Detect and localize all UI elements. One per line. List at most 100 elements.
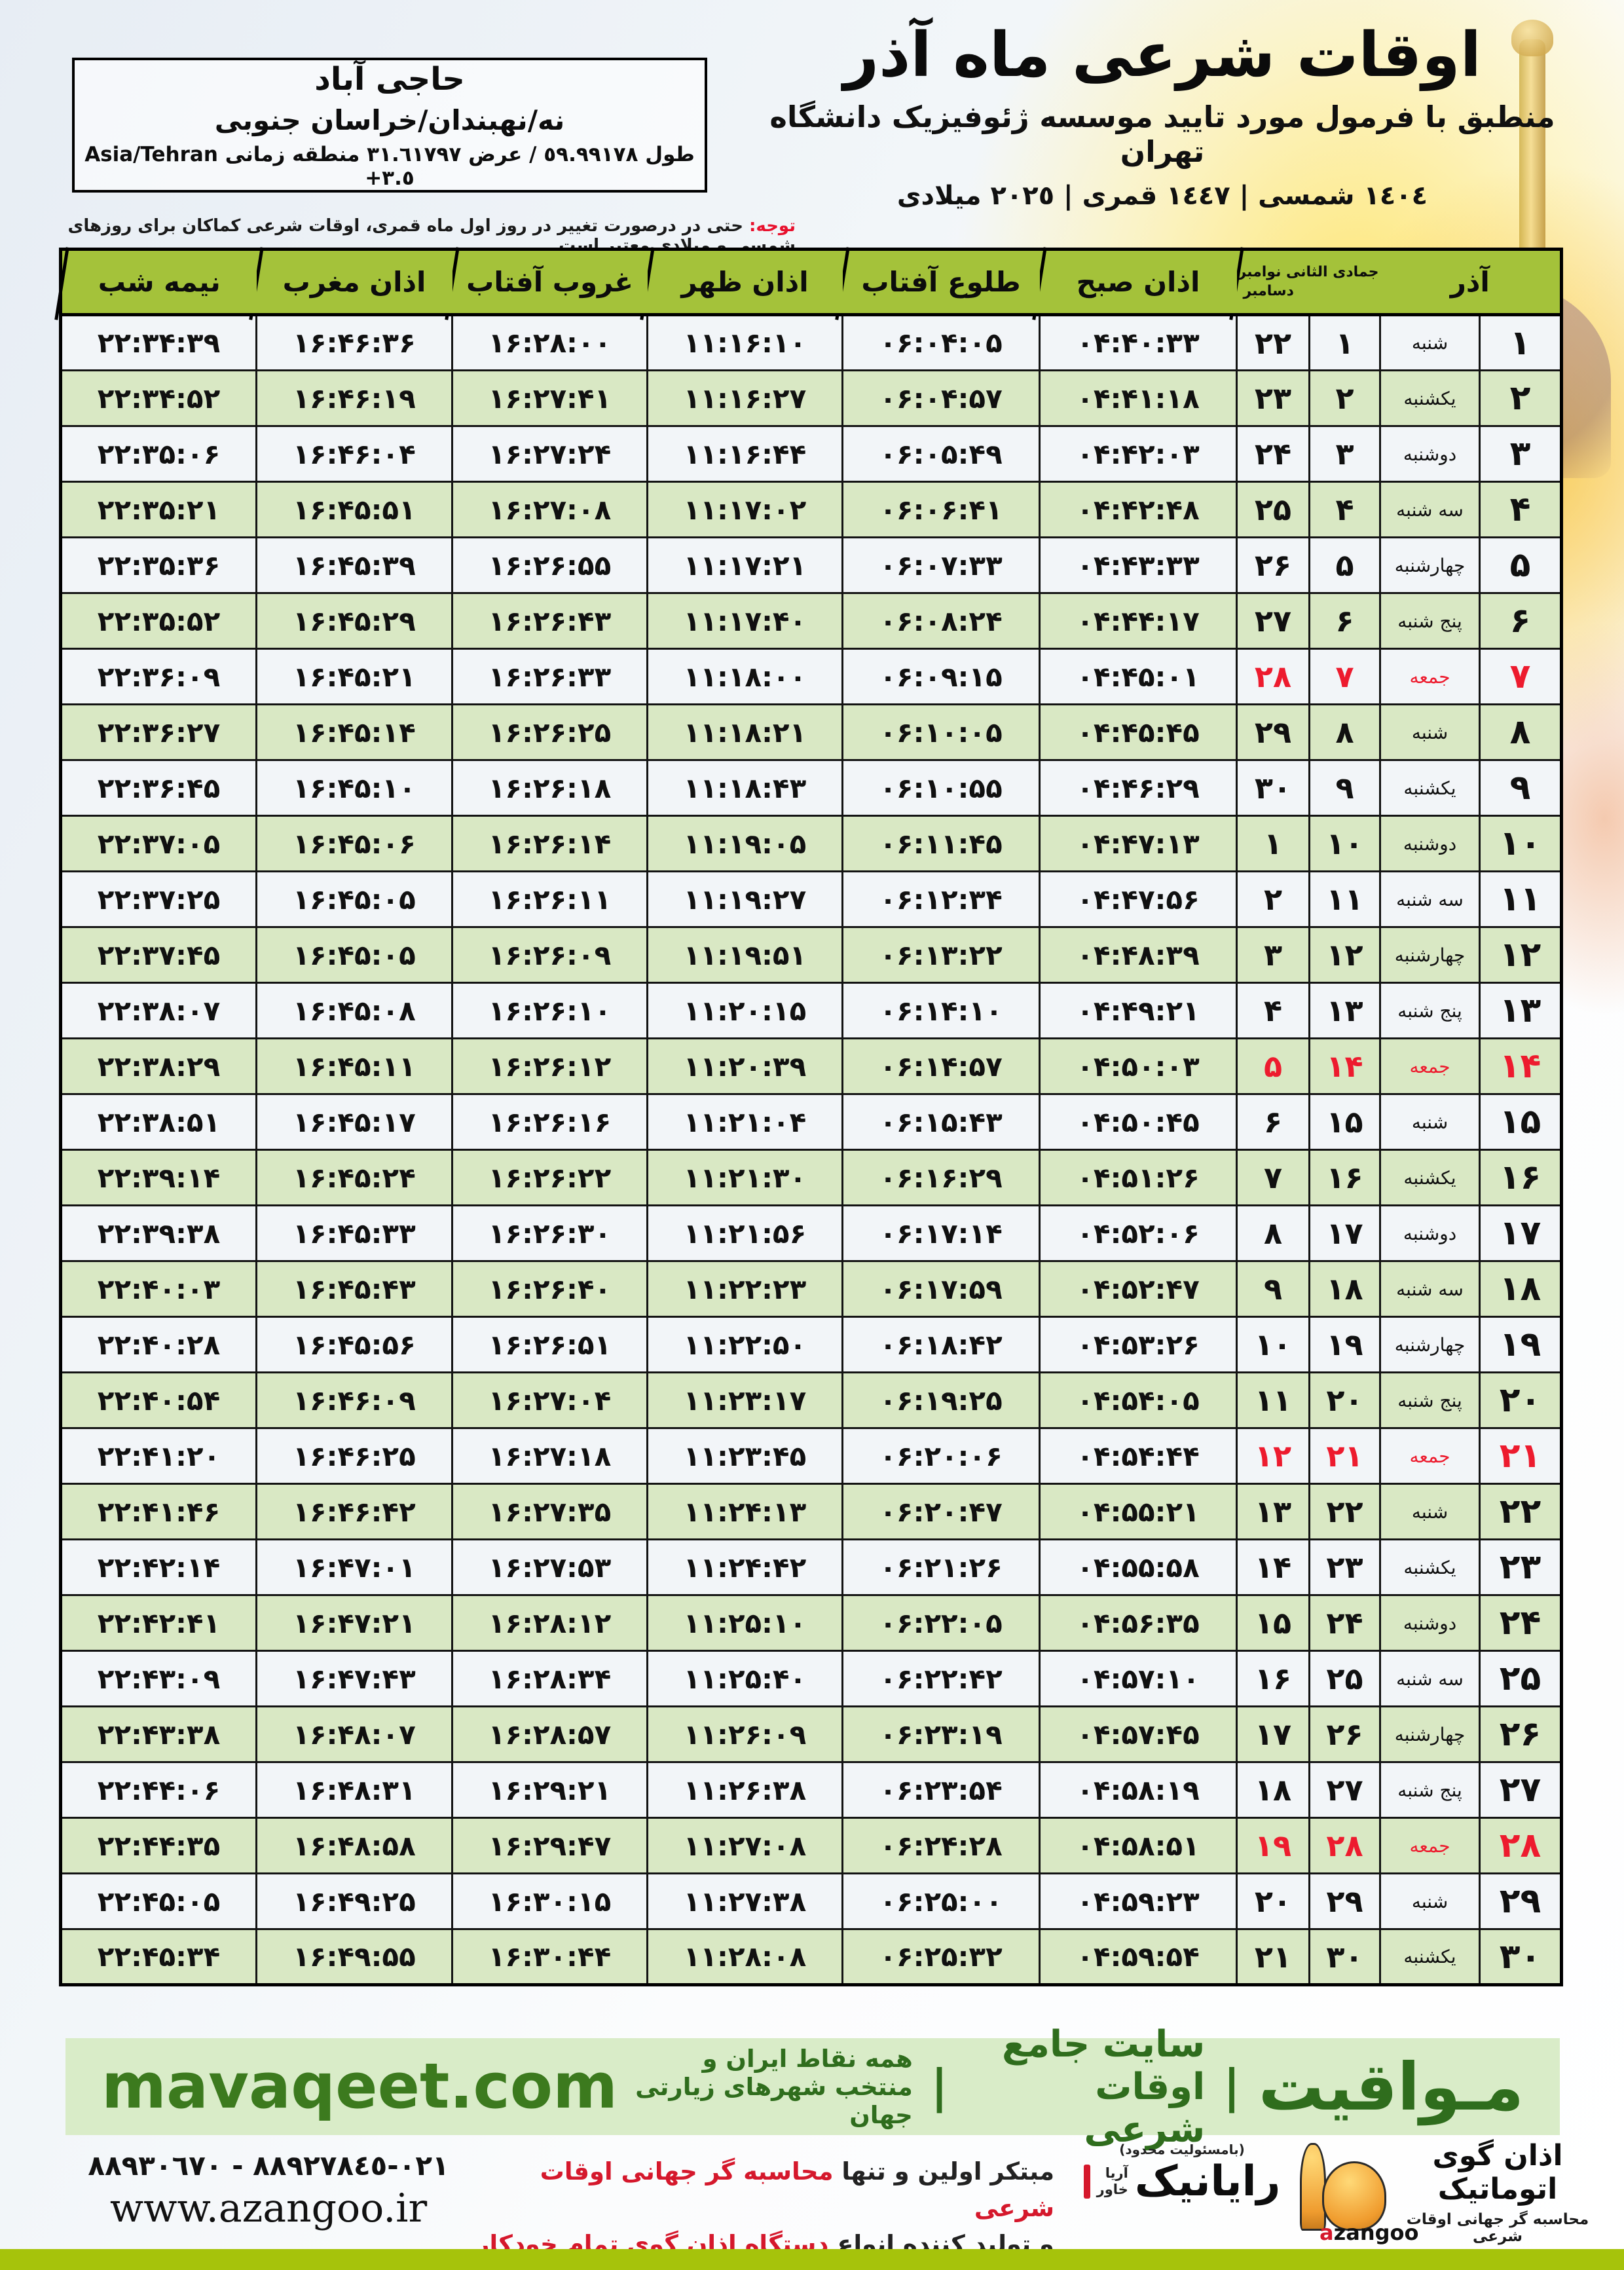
fajr-time-cell: ۰۴:۵۴:۴۴ <box>1039 1427 1238 1485</box>
sunset-time-cell: ۱۶:۲۶:۱۰ <box>451 982 648 1039</box>
col-header-sunrise: طلوع آفتاب <box>842 249 1040 316</box>
hijri-day-cell: ۱۲ <box>1308 926 1381 984</box>
table-row: ۸ شنبه ۸ ۲۹ ۰۴:۴۵:۴۵ ۰۶:۱۰:۰۵ ۱۱:۱۸:۲۱ ۱… <box>60 703 1563 761</box>
notice-label: توجه: <box>749 216 796 236</box>
col-header-dates: جمادی الثانی نوامبر دسامبر <box>1236 249 1380 316</box>
azar-day-cell: ۱۷ <box>1479 1204 1563 1262</box>
midnight-time-cell: ۲۲:۳۹:۱۴ <box>60 1149 257 1206</box>
dhuhr-time-cell: ۱۱:۱۸:۰۰ <box>646 648 843 705</box>
maghrib-time-cell: ۱۶:۴۵:۰۶ <box>255 815 453 872</box>
maghrib-time-cell: ۱۶:۴۵:۴۳ <box>255 1260 453 1318</box>
gregorian-day-cell: ۷ <box>1236 1149 1310 1206</box>
dhuhr-time-cell: ۱۱:۲۲:۲۳ <box>646 1260 843 1318</box>
weekday-cell: پنج شنبه <box>1378 592 1481 650</box>
sunset-time-cell: ۱۶:۲۸:۰۰ <box>451 314 648 371</box>
azar-day-cell: ۱۵ <box>1479 1093 1563 1151</box>
fajr-time-cell: ۰۴:۵۵:۲۱ <box>1039 1483 1238 1540</box>
sunset-time-cell: ۱۶:۲۶:۵۱ <box>451 1316 648 1373</box>
azar-day-cell: ۱۲ <box>1479 926 1563 984</box>
city-name: حاجی آباد <box>314 60 465 98</box>
azar-day-cell: ۲۵ <box>1479 1650 1563 1707</box>
notice-text: حتی در درصورت تغییر در روز اول ماه قمری،… <box>67 216 796 255</box>
gregorian-day-cell: ۱۰ <box>1236 1316 1310 1373</box>
rayanik-logo: (بامسئولیت محدود) رایانیک آریا خاور <box>1074 2142 1290 2206</box>
sunset-time-cell: ۱۶:۲۸:۵۷ <box>451 1705 648 1763</box>
gregorian-day-cell: ۴ <box>1236 982 1310 1039</box>
table-row: ۱۹ چهارشنبه ۱۹ ۱۰ ۰۴:۵۳:۲۶ ۰۶:۱۸:۴۲ ۱۱:۲… <box>60 1316 1563 1373</box>
weekday-cell: سه شنبه <box>1378 1650 1481 1707</box>
table-row: ۳ دوشنبه ۳ ۲۴ ۰۴:۴۲:۰۳ ۰۶:۰۵:۴۹ ۱۱:۱۶:۴۴… <box>60 425 1563 483</box>
sunrise-time-cell: ۰۶:۱۶:۲۹ <box>841 1149 1041 1206</box>
fajr-time-cell: ۰۴:۵۱:۲۶ <box>1039 1149 1238 1206</box>
weekday-cell: چهارشنبه <box>1378 1316 1481 1373</box>
maghrib-time-cell: ۱۶:۴۹:۵۵ <box>255 1928 453 1986</box>
maghrib-time-cell: ۱۶:۴۶:۴۲ <box>255 1483 453 1540</box>
table-row: ۴ سه شنبه ۴ ۲۵ ۰۴:۴۲:۴۸ ۰۶:۰۶:۴۱ ۱۱:۱۷:۰… <box>60 481 1563 538</box>
weekday-cell: شنبه <box>1378 1872 1481 1930</box>
gregorian-day-cell: ۱۲ <box>1236 1427 1310 1485</box>
col-header-sunset: غروب آفتاب <box>452 249 648 316</box>
col-header-fajr: اذان صبح <box>1039 249 1237 316</box>
azar-day-cell: ۱۸ <box>1479 1260 1563 1318</box>
maker-line1-red: محاسبه گر جهانی اوقات شرعی <box>540 2157 1054 2222</box>
sunrise-time-cell: ۰۶:۰۸:۲۴ <box>841 592 1041 650</box>
sunset-time-cell: ۱۶:۲۶:۳۳ <box>451 648 648 705</box>
weekday-cell: جمعه <box>1378 1427 1481 1485</box>
separator-bar: | <box>931 2060 948 2113</box>
dhuhr-time-cell: ۱۱:۲۶:۳۸ <box>646 1761 843 1819</box>
midnight-time-cell: ۲۲:۳۸:۰۷ <box>60 982 257 1039</box>
fajr-time-cell: ۰۴:۵۶:۳۵ <box>1039 1594 1238 1652</box>
midnight-time-cell: ۲۲:۴۵:۰۵ <box>60 1872 257 1930</box>
mosque-dome-icon: azangoo <box>1300 2143 1418 2245</box>
gregorian-day-cell: ۱۸ <box>1236 1761 1310 1819</box>
table-row: ۲۹ شنبه ۲۹ ۲۰ ۰۴:۵۹:۲۳ ۰۶:۲۵:۰۰ ۱۱:۲۷:۳۸… <box>60 1872 1563 1930</box>
sunrise-time-cell: ۰۶:۲۰:۰۶ <box>841 1427 1041 1485</box>
dhuhr-time-cell: ۱۱:۲۸:۰۸ <box>646 1928 843 1986</box>
hijri-day-cell: ۲۶ <box>1308 1705 1381 1763</box>
weekday-cell: جمعه <box>1378 648 1481 705</box>
sunrise-time-cell: ۰۶:۱۷:۱۴ <box>841 1204 1041 1262</box>
gregorian-day-cell: ۱ <box>1236 815 1310 872</box>
mavaqeet-brand: مـواقیت <box>1258 2048 1524 2125</box>
table-row: ۳۰ یکشنبه ۳۰ ۲۱ ۰۴:۵۹:۵۴ ۰۶:۲۵:۳۲ ۱۱:۲۸:… <box>60 1928 1563 1986</box>
table-row: ۱۸ سه شنبه ۱۸ ۹ ۰۴:۵۲:۴۷ ۰۶:۱۷:۵۹ ۱۱:۲۲:… <box>60 1260 1563 1318</box>
rayanik-row: رایانیک آریا خاور <box>1074 2157 1290 2206</box>
dhuhr-time-cell: ۱۱:۲۶:۰۹ <box>646 1705 843 1763</box>
sunrise-time-cell: ۰۶:۲۳:۱۹ <box>841 1705 1041 1763</box>
weekday-cell: جمعه <box>1378 1817 1481 1874</box>
midnight-time-cell: ۲۲:۳۵:۵۲ <box>60 592 257 650</box>
midnight-time-cell: ۲۲:۳۷:۰۵ <box>60 815 257 872</box>
hijri-day-cell: ۳۰ <box>1308 1928 1381 1986</box>
coordinates-line: طول ٥٩.٩٩١٧٨ / عرض ٣١.٦١٧٩٧ منطقه زمانی … <box>75 143 705 190</box>
weekday-cell: دوشنبه <box>1378 1204 1481 1262</box>
weekday-cell: شنبه <box>1378 1093 1481 1151</box>
azar-day-cell: ۲۱ <box>1479 1427 1563 1485</box>
fajr-time-cell: ۰۴:۴۲:۰۳ <box>1039 425 1238 483</box>
table-row: ۲۵ سه شنبه ۲۵ ۱۶ ۰۴:۵۷:۱۰ ۰۶:۲۲:۴۲ ۱۱:۲۵… <box>60 1650 1563 1707</box>
azar-day-cell: ۲۳ <box>1479 1538 1563 1596</box>
fajr-time-cell: ۰۴:۴۵:۰۱ <box>1039 648 1238 705</box>
azangoo-latin: azangoo <box>1320 2220 1418 2245</box>
midnight-time-cell: ۲۲:۴۰:۰۳ <box>60 1260 257 1318</box>
fajr-time-cell: ۰۴:۴۰:۳۳ <box>1039 314 1238 371</box>
azangoo-latin-rest: zangoo <box>1333 2220 1419 2245</box>
sunrise-time-cell: ۰۶:۱۴:۵۷ <box>841 1037 1041 1095</box>
weekday-cell: یکشنبه <box>1378 1928 1481 1986</box>
table-row: ۲۴ دوشنبه ۲۴ ۱۵ ۰۴:۵۶:۳۵ ۰۶:۲۲:۰۵ ۱۱:۲۵:… <box>60 1594 1563 1652</box>
hijri-day-cell: ۲۹ <box>1308 1872 1381 1930</box>
sunset-time-cell: ۱۶:۲۶:۵۵ <box>451 536 648 594</box>
weekday-cell: شنبه <box>1378 314 1481 371</box>
midnight-time-cell: ۲۲:۳۵:۳۶ <box>60 536 257 594</box>
sunset-time-cell: ۱۶:۲۸:۳۴ <box>451 1650 648 1707</box>
gregorian-day-cell: ۸ <box>1236 1204 1310 1262</box>
maghrib-time-cell: ۱۶:۴۵:۲۴ <box>255 1149 453 1206</box>
table-row: ۲۸ جمعه ۲۸ ۱۹ ۰۴:۵۸:۵۱ ۰۶:۲۴:۲۸ ۱۱:۲۷:۰۸… <box>60 1817 1563 1874</box>
contact-block: ٠٢١-٨٨٩٢٧٨٤٥ - ٨٨٩٣٠٦٧٠ www.azangoo.ir <box>85 2149 452 2231</box>
sunrise-time-cell: ۰۶:۲۰:۴۷ <box>841 1483 1041 1540</box>
maghrib-time-cell: ۱۶:۴۹:۲۵ <box>255 1872 453 1930</box>
table-row: ۱۴ جمعه ۱۴ ۵ ۰۴:۵۰:۰۳ ۰۶:۱۴:۵۷ ۱۱:۲۰:۳۹ … <box>60 1037 1563 1095</box>
sunrise-time-cell: ۰۶:۱۷:۵۹ <box>841 1260 1041 1318</box>
maghrib-time-cell: ۱۶:۴۵:۵۱ <box>255 481 453 538</box>
azar-day-cell: ۸ <box>1479 703 1563 761</box>
rayanik-small-arya: آریا <box>1105 2165 1128 2181</box>
